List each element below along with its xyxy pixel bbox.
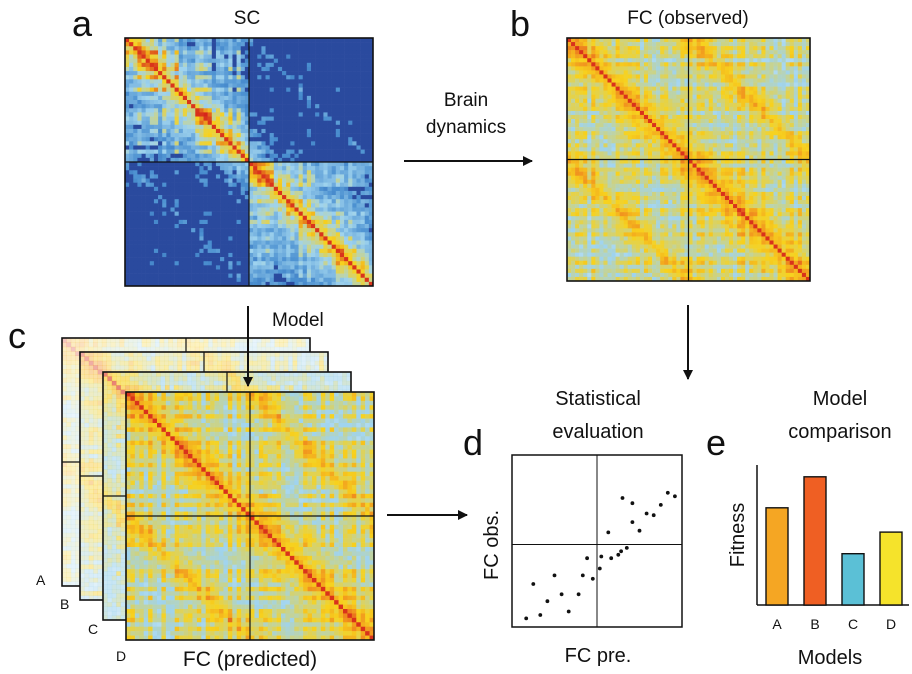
scatter-point [599, 555, 603, 559]
bar-tick-label: C [848, 616, 858, 632]
scatter-point [619, 549, 623, 553]
stack-label-d: D [116, 648, 126, 664]
eval-title-line2: evaluation [552, 421, 643, 443]
scatter-point [546, 599, 550, 603]
scatter-point [581, 574, 585, 578]
arrow-label-dynamics: dynamics [426, 117, 506, 138]
scatter-point [645, 512, 649, 516]
scatter-ylabel: FC obs. [481, 510, 503, 580]
stack-label-a: A [36, 572, 46, 588]
scatter-point [553, 574, 557, 578]
sc-title: SC [234, 8, 260, 29]
fc-predicted-stack [62, 338, 374, 640]
scatter-point [652, 513, 656, 517]
scatter-point [673, 494, 677, 498]
bar-b [804, 477, 826, 605]
stack-label-b: B [60, 596, 69, 612]
bar-tick-label: A [772, 616, 782, 632]
scatter-plot [512, 455, 682, 627]
scatter-point [577, 592, 581, 596]
comparison-title-line1: Model [813, 388, 867, 410]
fc-observed-matrix [567, 38, 810, 281]
scatter-point [531, 582, 535, 586]
scatter-point [666, 491, 670, 495]
bar-chart: A B C D [757, 465, 909, 632]
comparison-title-line2: comparison [788, 421, 891, 443]
scatter-xlabel: FC pre. [565, 645, 632, 667]
scatter-point [631, 520, 635, 524]
scatter-point [638, 529, 642, 533]
bar-xlabel: Models [798, 647, 862, 669]
scatter-point [598, 567, 602, 571]
bar-tick-label: B [810, 616, 819, 632]
scatter-point [621, 496, 625, 500]
scatter-point [560, 592, 564, 596]
scatter-point [616, 553, 620, 557]
arrow-label-brain: Brain [444, 90, 488, 111]
bar-d [880, 532, 902, 605]
bar-tick-label: D [886, 616, 896, 632]
scatter-point [659, 503, 663, 507]
bar-c [842, 554, 864, 605]
fc-predicted-matrix-d [126, 392, 374, 640]
stack-label-c: C [88, 621, 98, 637]
panel-letter-c: c [8, 315, 26, 356]
scatter-point [609, 556, 613, 560]
panel-letter-a: a [72, 3, 93, 44]
scatter-point [625, 546, 629, 550]
scatter-point [538, 613, 542, 617]
arrow-label-model: Model [272, 310, 324, 331]
fc-predicted-title: FC (predicted) [183, 648, 317, 671]
scatter-point [591, 577, 595, 581]
scatter-point [631, 501, 635, 505]
panel-letter-b: b [510, 3, 530, 44]
scatter-point [585, 556, 589, 560]
bar-ylabel: Fitness [727, 503, 749, 567]
bar-a [766, 508, 788, 605]
sc-matrix [125, 38, 373, 286]
scatter-point [606, 531, 610, 535]
panel-letter-d: d [463, 422, 483, 463]
panel-letter-e: e [706, 422, 726, 463]
fc-observed-title: FC (observed) [627, 8, 748, 29]
scatter-point [567, 610, 571, 614]
scatter-point [524, 617, 528, 621]
eval-title-line1: Statistical [555, 388, 641, 410]
